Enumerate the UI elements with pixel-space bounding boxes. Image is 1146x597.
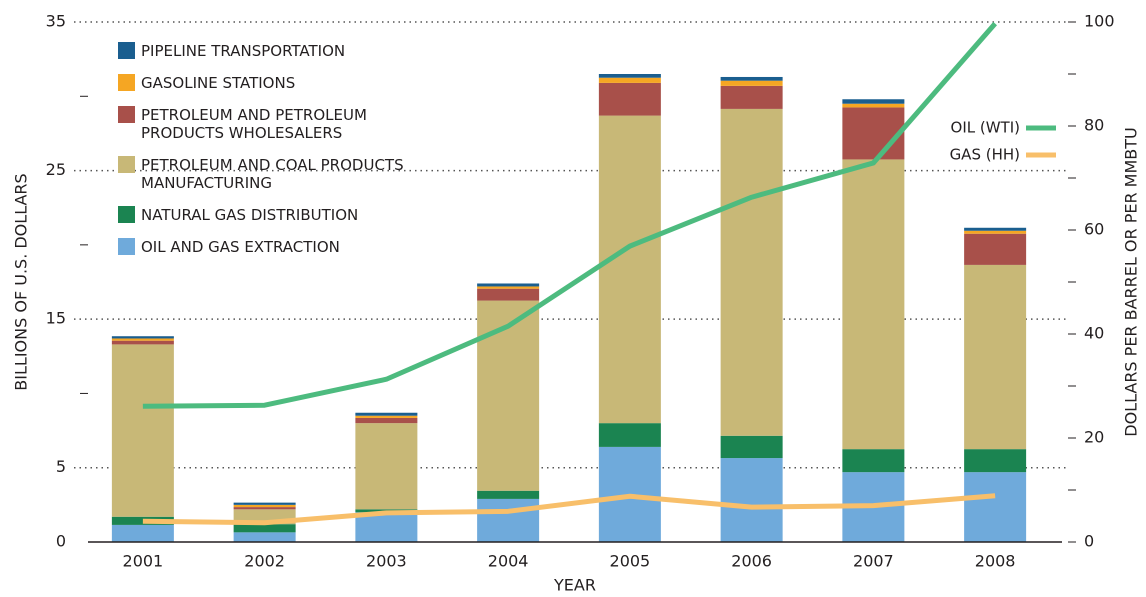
legend-item: GASOLINE STATIONS bbox=[118, 74, 295, 92]
bar-segment bbox=[233, 504, 296, 508]
bar-segment bbox=[842, 103, 905, 108]
bar-segment bbox=[477, 300, 540, 491]
bar-segment bbox=[233, 502, 296, 505]
bar-segment bbox=[598, 82, 661, 116]
bar-segment bbox=[111, 344, 174, 517]
bar-segment bbox=[964, 233, 1027, 265]
bar-segment bbox=[720, 435, 783, 459]
legend-label: PIPELINE TRANSPORTATION bbox=[141, 42, 346, 60]
legend-swatch bbox=[118, 206, 135, 223]
legend-label: OIL AND GAS EXTRACTION bbox=[141, 238, 340, 256]
y2-axis-label: DOLLARS PER BARREL OR PER MMBTU bbox=[1122, 127, 1141, 436]
bar-segment bbox=[720, 80, 783, 86]
bar-segment bbox=[111, 524, 174, 542]
x-axis-label: YEAR bbox=[553, 576, 596, 595]
bar-segment bbox=[477, 490, 540, 499]
bar-segment bbox=[598, 74, 661, 78]
y-tick-label: 0 bbox=[56, 532, 66, 551]
legend-item: PIPELINE TRANSPORTATION bbox=[118, 42, 345, 60]
legend-swatch bbox=[118, 74, 135, 91]
legend-swatch bbox=[118, 42, 135, 59]
bar-segment bbox=[355, 512, 418, 542]
y2-tick-label: 60 bbox=[1084, 220, 1104, 239]
x-tick-label: 2001 bbox=[123, 552, 164, 571]
legend-item: OIL AND GAS EXTRACTION bbox=[118, 238, 340, 256]
bar-segment bbox=[111, 340, 174, 345]
bar-segment bbox=[720, 85, 783, 109]
bar-segment bbox=[720, 458, 783, 542]
y2-tick-label: 40 bbox=[1084, 324, 1104, 343]
bar-segment bbox=[233, 532, 296, 542]
legend-item: PETROLEUM AND PETROLEUM PRODUCTS WHOLESA… bbox=[118, 106, 418, 142]
y2-tick-label: 0 bbox=[1084, 532, 1094, 551]
legend-item: PETROLEUM AND COAL PRODUCTS MANUFACTURIN… bbox=[118, 156, 418, 192]
x-tick-label: 2006 bbox=[731, 552, 772, 571]
bar-segment bbox=[598, 77, 661, 83]
y2-tick-label: 80 bbox=[1084, 116, 1104, 135]
bar-segment bbox=[842, 449, 905, 473]
bar-segment bbox=[964, 264, 1027, 450]
bar-segment bbox=[355, 415, 418, 418]
bar-segment bbox=[111, 336, 174, 339]
legend-item: NATURAL GAS DISTRIBUTION bbox=[118, 206, 358, 224]
legend-swatch bbox=[118, 106, 135, 123]
x-tick-label: 2007 bbox=[853, 552, 894, 571]
legend-label: GAS (HH) bbox=[950, 146, 1020, 164]
legend-label: PETROLEUM AND COAL PRODUCTS MANUFACTURIN… bbox=[141, 156, 404, 192]
y-tick-label: 25 bbox=[46, 160, 66, 179]
legend-swatch bbox=[118, 156, 135, 173]
bar-segment bbox=[233, 524, 296, 533]
bar-segment bbox=[720, 108, 783, 436]
legend-label: OIL (WTI) bbox=[951, 119, 1020, 137]
x-tick-label: 2002 bbox=[244, 552, 285, 571]
bar-segment bbox=[477, 498, 540, 542]
bar-segment bbox=[477, 283, 540, 287]
x-tick-label: 2008 bbox=[975, 552, 1016, 571]
bar-segment bbox=[355, 412, 418, 416]
y-tick-label: 35 bbox=[46, 12, 66, 31]
line-series bbox=[142, 493, 996, 526]
bar-segment bbox=[233, 507, 296, 510]
y2-tick-label: 20 bbox=[1084, 428, 1104, 447]
bar-segment bbox=[355, 417, 418, 424]
bar-segment bbox=[842, 159, 905, 450]
bar-segment bbox=[111, 516, 174, 525]
bar-segment bbox=[355, 423, 418, 510]
bar-segment bbox=[964, 472, 1027, 542]
y2-tick-label: 100 bbox=[1084, 12, 1115, 31]
bar-segment bbox=[477, 286, 540, 289]
x-tick-label: 2004 bbox=[488, 552, 529, 571]
bar-segment bbox=[111, 338, 174, 341]
y-tick-label: 5 bbox=[56, 457, 66, 476]
legend-swatch bbox=[118, 238, 135, 255]
x-tick-label: 2005 bbox=[610, 552, 651, 571]
y-axis-label: BILLIONS OF U.S. DOLLARS bbox=[12, 173, 31, 390]
bar-segment bbox=[720, 76, 783, 81]
x-tick-label: 2003 bbox=[366, 552, 407, 571]
bar-segment bbox=[598, 423, 661, 447]
bar-segment bbox=[842, 107, 905, 160]
legend-label: PETROLEUM AND PETROLEUM PRODUCTS WHOLESA… bbox=[141, 106, 367, 142]
legend-label: GASOLINE STATIONS bbox=[141, 74, 296, 92]
y-tick-label: 15 bbox=[46, 309, 66, 328]
bar-segment bbox=[842, 99, 905, 104]
bar-segment bbox=[964, 227, 1027, 231]
bar-segment bbox=[964, 230, 1027, 234]
legend-label: NATURAL GAS DISTRIBUTION bbox=[141, 206, 359, 224]
bar-segment bbox=[477, 288, 540, 301]
bar-segment bbox=[598, 115, 661, 424]
bar-segment bbox=[964, 449, 1027, 473]
line-series bbox=[142, 21, 998, 409]
